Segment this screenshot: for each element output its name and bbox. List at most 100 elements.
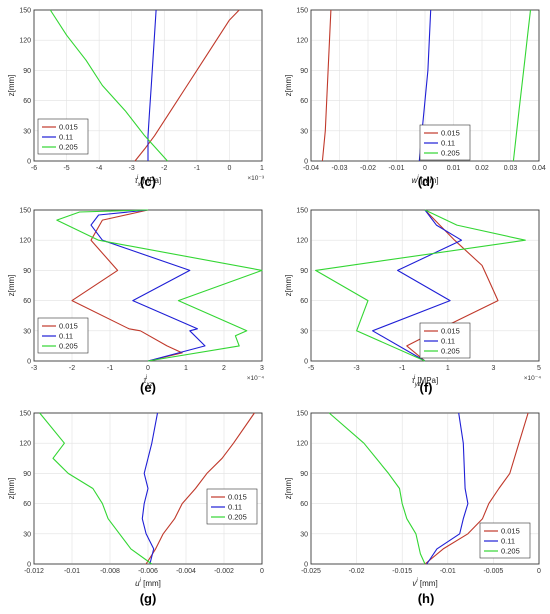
plot-frame (33, 412, 263, 565)
y-tick-label: 30 (300, 531, 308, 538)
y-tick-label: 30 (23, 531, 31, 538)
legend-label: 0.015 (228, 493, 247, 502)
x-tick-label: 0.02 (475, 165, 489, 172)
y-tick-label: 150 (296, 208, 308, 215)
panel-label: (f) (420, 380, 433, 395)
x-tick-label: -3 (31, 365, 37, 372)
x-axis-label-subscript: yz (414, 382, 421, 388)
x-tick-label: 0.03 (504, 165, 518, 172)
x-axis-label-unit: [mm] (141, 579, 161, 588)
y-tick-label: 120 (19, 38, 31, 45)
x-tick-label: 2 (222, 365, 226, 372)
x-axis-label-superscript: i (146, 375, 148, 381)
series-line-0.015 (321, 9, 332, 162)
legend-label: 0.205 (441, 347, 460, 356)
x-axis-label-unit: [mm] (419, 176, 439, 185)
y-tick-label: 0 (304, 359, 308, 366)
y-tick-label: 60 (300, 98, 308, 105)
x-axis-label: vi [mm] (412, 578, 437, 588)
legend-label: 0.015 (441, 129, 460, 138)
y-tick-label: 30 (300, 328, 308, 335)
x-axis-label-unit: [MPa] (138, 176, 161, 185)
x-axis-label-superscript: i (416, 578, 418, 584)
y-tick-label: 60 (23, 98, 31, 105)
x-axis-exponent: ×10⁻⁴ (524, 375, 541, 382)
x-tick-label: -0.006 (138, 568, 158, 575)
y-tick-label: 150 (19, 411, 31, 418)
x-tick-label: 0 (146, 365, 150, 372)
panel-label: (c) (140, 174, 156, 189)
x-tick-label: -1 (107, 365, 113, 372)
series-line-0.205 (512, 9, 532, 162)
y-tick-label: 120 (296, 38, 308, 45)
y-tick-label: 120 (296, 441, 308, 448)
x-tick-label: -6 (31, 165, 37, 172)
x-axis-label-symbol: τ (135, 176, 139, 185)
x-axis-label-unit: [mm] (418, 579, 438, 588)
y-tick-label: 90 (23, 68, 31, 75)
legend-label: 0.205 (441, 149, 460, 158)
chart-panel-f: -5 -3 -1 1 3 5 0 30 60 90 120 150 z[mm] τyzi [MPa] ×10… (284, 208, 541, 396)
panel-label: (d) (418, 174, 435, 189)
x-tick-label: -0.04 (303, 165, 319, 172)
series-line-0.205 (49, 9, 168, 162)
series-line-0.015 (145, 412, 255, 565)
x-tick-label: -0.025 (301, 568, 321, 575)
y-tick-label: 60 (300, 298, 308, 305)
y-tick-label: 120 (19, 441, 31, 448)
x-tick-label: -0.03 (332, 165, 348, 172)
y-tick-label: 0 (27, 359, 31, 366)
y-axis-label: z[mm] (7, 478, 16, 500)
y-tick-label: 30 (300, 128, 308, 135)
legend-label: 0.015 (59, 322, 78, 331)
series-line-0.015 (424, 412, 529, 565)
y-tick-label: 0 (304, 159, 308, 166)
x-axis-label-superscript: i (414, 375, 416, 381)
x-tick-label: -0.01 (440, 568, 456, 575)
x-tick-label: -0.004 (176, 568, 196, 575)
x-tick-label: 0 (423, 165, 427, 172)
y-tick-label: 0 (27, 159, 31, 166)
x-axis-label-symbol: τ (144, 376, 148, 385)
x-tick-label: -0.01 (64, 568, 80, 575)
x-tick-label: -0.02 (349, 568, 365, 575)
x-axis-exponent: ×10⁻³ (247, 175, 264, 182)
x-tick-label: -0.015 (392, 568, 412, 575)
legend-label: 0.11 (441, 337, 455, 346)
y-axis-label: z[mm] (7, 75, 16, 97)
x-axis-label: τxyi [MPa] (135, 175, 161, 188)
x-tick-label: -3 (129, 165, 135, 172)
y-tick-label: 90 (300, 268, 308, 275)
x-tick-label: 1 (184, 365, 188, 372)
y-axis-label: z[mm] (7, 275, 16, 297)
x-tick-label: -0.008 (100, 568, 120, 575)
panel-label: (g) (140, 591, 157, 606)
chart-panel-h: -0.025 -0.02 -0.015 -0.01 -0.005 0 0 30 60 90 120 1… (284, 411, 541, 607)
x-tick-label: -0.002 (214, 568, 234, 575)
series-line-0.205 (328, 412, 426, 565)
x-tick-label: 1 (260, 165, 264, 172)
legend-label: 0.11 (59, 133, 73, 142)
y-axis-label: z[mm] (284, 478, 293, 500)
y-tick-label: 0 (304, 562, 308, 569)
y-axis-label: z[mm] (284, 75, 293, 97)
y-tick-label: 60 (23, 298, 31, 305)
series-line-0.11 (372, 209, 463, 362)
x-axis-label-superscript: i (137, 175, 139, 181)
x-axis-label: ui [mm] (135, 578, 161, 588)
x-tick-label: -1 (399, 365, 405, 372)
legend-label: 0.11 (501, 537, 515, 546)
x-axis-label-symbol: w (411, 176, 418, 185)
x-tick-label: 0 (260, 568, 264, 575)
x-axis-label-unit: [MPa] (415, 376, 438, 385)
series-line-0.11 (147, 9, 157, 161)
legend-label: 0.11 (441, 139, 455, 148)
panel-label: (e) (140, 380, 156, 395)
y-tick-label: 120 (296, 238, 308, 245)
x-axis-label: τxzi (144, 375, 153, 388)
legend-label: 0.11 (228, 503, 242, 512)
